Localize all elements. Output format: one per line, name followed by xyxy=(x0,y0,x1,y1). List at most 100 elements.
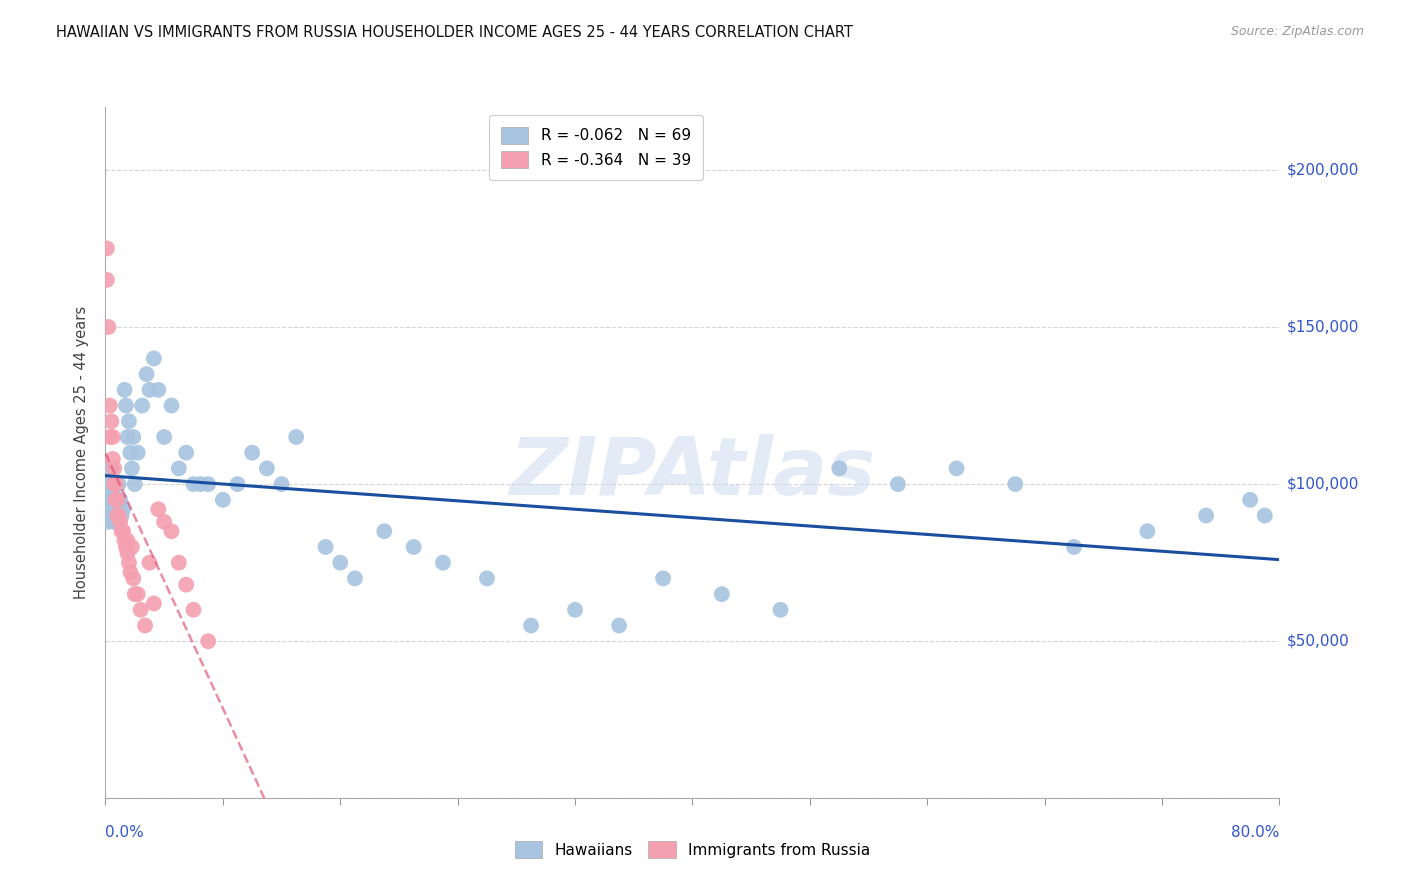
Point xyxy=(118,414,141,428)
Text: $150,000: $150,000 xyxy=(1286,319,1358,334)
Point xyxy=(1195,508,1218,523)
Text: ZIPAtlas: ZIPAtlas xyxy=(509,434,876,512)
Point xyxy=(122,571,145,585)
Point xyxy=(103,477,125,491)
Point xyxy=(110,508,132,523)
Text: 80.0%: 80.0% xyxy=(1232,825,1279,839)
Point xyxy=(101,508,124,523)
Point xyxy=(256,461,278,475)
Point xyxy=(183,603,205,617)
Point xyxy=(138,383,160,397)
Point xyxy=(887,477,910,491)
Point xyxy=(98,430,121,444)
Point xyxy=(270,477,292,491)
Point xyxy=(115,399,138,413)
Y-axis label: Householder Income Ages 25 - 44 years: Householder Income Ages 25 - 44 years xyxy=(75,306,90,599)
Point xyxy=(112,524,135,539)
Point xyxy=(100,414,122,428)
Point xyxy=(115,540,138,554)
Point xyxy=(127,587,149,601)
Point xyxy=(710,587,733,601)
Point xyxy=(475,571,498,585)
Point xyxy=(105,492,128,507)
Point xyxy=(131,399,153,413)
Point xyxy=(105,508,128,523)
Legend: Hawaiians, Immigrants from Russia: Hawaiians, Immigrants from Russia xyxy=(502,829,883,871)
Point xyxy=(183,477,205,491)
Point xyxy=(105,492,128,507)
Point xyxy=(120,445,142,460)
Point xyxy=(103,492,125,507)
Point xyxy=(142,351,165,366)
Point xyxy=(108,515,131,529)
Point xyxy=(117,430,139,444)
Point xyxy=(315,540,337,554)
Point xyxy=(97,515,120,529)
Point xyxy=(114,533,136,548)
Point xyxy=(118,556,141,570)
Point xyxy=(104,492,127,507)
Point xyxy=(343,571,366,585)
Point xyxy=(96,492,118,507)
Point xyxy=(564,603,586,617)
Point xyxy=(98,399,121,413)
Point xyxy=(153,515,176,529)
Point xyxy=(226,477,249,491)
Point xyxy=(104,477,127,491)
Point xyxy=(1254,508,1277,523)
Point xyxy=(121,540,143,554)
Point xyxy=(945,461,967,475)
Text: $200,000: $200,000 xyxy=(1286,162,1358,178)
Point xyxy=(122,430,145,444)
Point xyxy=(520,618,543,632)
Point xyxy=(135,367,157,381)
Point xyxy=(104,477,127,491)
Point xyxy=(107,508,129,523)
Point xyxy=(1239,492,1261,507)
Point xyxy=(138,556,160,570)
Point xyxy=(98,477,121,491)
Point xyxy=(197,477,219,491)
Point xyxy=(167,556,190,570)
Point xyxy=(1004,477,1026,491)
Point xyxy=(1136,524,1159,539)
Point xyxy=(110,524,132,539)
Point xyxy=(160,399,183,413)
Point xyxy=(329,556,352,570)
Point xyxy=(1063,540,1085,554)
Point xyxy=(114,383,136,397)
Text: Source: ZipAtlas.com: Source: ZipAtlas.com xyxy=(1230,25,1364,38)
Point xyxy=(98,502,121,516)
Text: 0.0%: 0.0% xyxy=(105,825,145,839)
Point xyxy=(101,430,124,444)
Point xyxy=(105,515,128,529)
Text: HAWAIIAN VS IMMIGRANTS FROM RUSSIA HOUSEHOLDER INCOME AGES 25 - 44 YEARS CORRELA: HAWAIIAN VS IMMIGRANTS FROM RUSSIA HOUSE… xyxy=(56,25,853,40)
Point xyxy=(103,515,125,529)
Point xyxy=(96,273,118,287)
Point xyxy=(652,571,675,585)
Point xyxy=(197,634,219,648)
Point xyxy=(607,618,630,632)
Point xyxy=(134,618,156,632)
Point xyxy=(97,461,120,475)
Point xyxy=(148,502,170,516)
Point xyxy=(124,477,146,491)
Point xyxy=(96,242,118,256)
Point xyxy=(174,445,197,460)
Point xyxy=(373,524,395,539)
Point xyxy=(285,430,308,444)
Point xyxy=(101,477,124,491)
Point xyxy=(107,502,129,516)
Point xyxy=(108,492,131,507)
Point xyxy=(160,524,183,539)
Point xyxy=(769,603,792,617)
Point xyxy=(112,502,135,516)
Point xyxy=(174,577,197,591)
Point xyxy=(190,477,212,491)
Point xyxy=(167,461,190,475)
Point xyxy=(153,430,176,444)
Point xyxy=(240,445,263,460)
Point xyxy=(117,533,139,548)
Point xyxy=(107,477,129,491)
Text: $100,000: $100,000 xyxy=(1286,476,1358,491)
